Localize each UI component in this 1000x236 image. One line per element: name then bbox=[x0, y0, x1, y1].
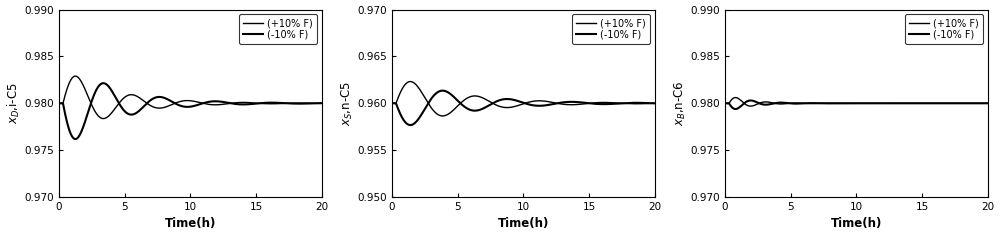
(-10% F) bbox=[820, 102, 832, 105]
(-10% F) bbox=[69, 138, 81, 140]
(-10% F) bbox=[437, 89, 449, 92]
(+10% F) bbox=[649, 102, 661, 105]
(-10% F) bbox=[386, 102, 398, 105]
(+10% F) bbox=[982, 102, 994, 105]
(-10% F) bbox=[890, 102, 902, 105]
(+10% F) bbox=[602, 101, 614, 104]
(+10% F) bbox=[544, 101, 556, 103]
(+10% F) bbox=[745, 105, 757, 108]
Line: (-10% F): (-10% F) bbox=[725, 101, 988, 109]
(-10% F) bbox=[404, 124, 416, 126]
(+10% F) bbox=[101, 116, 113, 119]
(+10% F) bbox=[729, 96, 741, 99]
Y-axis label: $x_D$,i-C5: $x_D$,i-C5 bbox=[6, 82, 22, 124]
Line: (+10% F): (+10% F) bbox=[59, 76, 322, 118]
(-10% F) bbox=[154, 96, 166, 98]
(-10% F) bbox=[97, 82, 109, 84]
(+10% F) bbox=[211, 103, 223, 106]
(+10% F) bbox=[154, 107, 166, 110]
(+10% F) bbox=[386, 102, 398, 105]
Legend: (+10% F), (-10% F): (+10% F), (-10% F) bbox=[239, 14, 317, 44]
(+10% F) bbox=[935, 102, 947, 105]
(+10% F) bbox=[269, 102, 281, 105]
Line: (+10% F): (+10% F) bbox=[725, 97, 988, 106]
(-10% F) bbox=[915, 102, 927, 105]
(-10% F) bbox=[582, 102, 594, 105]
(+10% F) bbox=[434, 114, 446, 117]
(-10% F) bbox=[544, 103, 556, 106]
(-10% F) bbox=[269, 101, 281, 104]
(-10% F) bbox=[101, 83, 113, 86]
(+10% F) bbox=[582, 102, 594, 105]
(-10% F) bbox=[745, 99, 757, 102]
(+10% F) bbox=[316, 102, 328, 105]
Line: (+10% F): (+10% F) bbox=[392, 81, 655, 116]
(+10% F) bbox=[877, 102, 889, 105]
(+10% F) bbox=[487, 102, 499, 105]
(+10% F) bbox=[404, 80, 416, 83]
(-10% F) bbox=[53, 102, 65, 105]
(+10% F) bbox=[915, 102, 927, 105]
(-10% F) bbox=[557, 101, 569, 104]
(-10% F) bbox=[649, 102, 661, 105]
Legend: (+10% F), (-10% F): (+10% F), (-10% F) bbox=[572, 14, 650, 44]
(-10% F) bbox=[224, 102, 236, 105]
Legend: (+10% F), (-10% F): (+10% F), (-10% F) bbox=[905, 14, 983, 44]
(-10% F) bbox=[877, 102, 889, 105]
(-10% F) bbox=[602, 103, 614, 105]
Y-axis label: $x_S$,n-C5: $x_S$,n-C5 bbox=[340, 81, 355, 126]
(+10% F) bbox=[767, 101, 779, 104]
(+10% F) bbox=[249, 102, 261, 105]
(-10% F) bbox=[767, 102, 779, 105]
(+10% F) bbox=[820, 102, 832, 105]
(+10% F) bbox=[719, 102, 731, 105]
(-10% F) bbox=[249, 102, 261, 105]
(-10% F) bbox=[935, 102, 947, 105]
X-axis label: Time(h): Time(h) bbox=[165, 217, 216, 230]
X-axis label: Time(h): Time(h) bbox=[498, 217, 549, 230]
(+10% F) bbox=[97, 117, 109, 120]
(-10% F) bbox=[487, 102, 499, 105]
(-10% F) bbox=[719, 102, 731, 105]
Line: (-10% F): (-10% F) bbox=[392, 91, 655, 125]
(-10% F) bbox=[211, 100, 223, 103]
(-10% F) bbox=[434, 90, 446, 93]
(+10% F) bbox=[557, 103, 569, 106]
(+10% F) bbox=[437, 114, 449, 117]
(-10% F) bbox=[316, 102, 328, 105]
(-10% F) bbox=[729, 108, 741, 110]
(+10% F) bbox=[890, 102, 902, 105]
Y-axis label: $x_B$,n-C6: $x_B$,n-C6 bbox=[673, 80, 688, 126]
(+10% F) bbox=[69, 75, 81, 78]
Line: (-10% F): (-10% F) bbox=[59, 83, 322, 139]
(+10% F) bbox=[53, 102, 65, 105]
(-10% F) bbox=[982, 102, 994, 105]
X-axis label: Time(h): Time(h) bbox=[831, 217, 882, 230]
(+10% F) bbox=[224, 102, 236, 105]
